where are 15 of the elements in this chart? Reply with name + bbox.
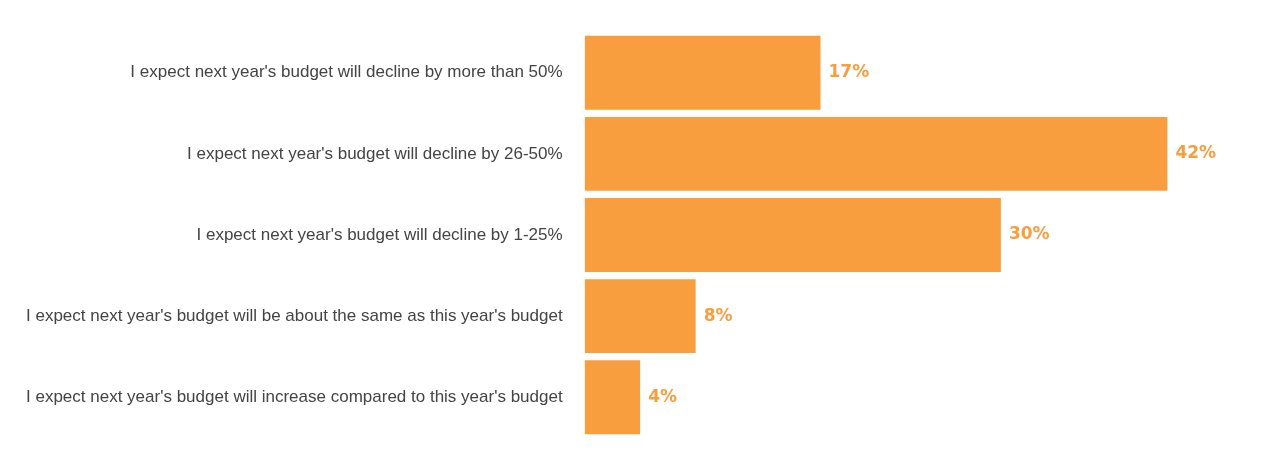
bar (584, 279, 696, 354)
bar (584, 116, 1168, 191)
data-label: 42% (1175, 142, 1217, 163)
bar (584, 360, 641, 435)
y-tick-label: I expect next year's budget will decline by 1-25% (196, 224, 563, 244)
data-label: 17% (828, 61, 870, 82)
data-label: 8% (703, 304, 733, 325)
y-tick-label: I expect next year's budget will decline by more than 50% (130, 62, 563, 82)
bar (584, 35, 821, 110)
y-tick-label: I expect next year's budget will increase compared to this year's budget (26, 386, 563, 406)
data-label: 30% (1008, 223, 1050, 244)
data-label: 4% (648, 385, 678, 406)
y-tick-label: I expect next year's budget will decline by 26-50% (187, 143, 563, 163)
bar (584, 198, 1001, 272)
y-tick-label: I expect next year's budget will be about the same as this year's budget (26, 305, 563, 325)
